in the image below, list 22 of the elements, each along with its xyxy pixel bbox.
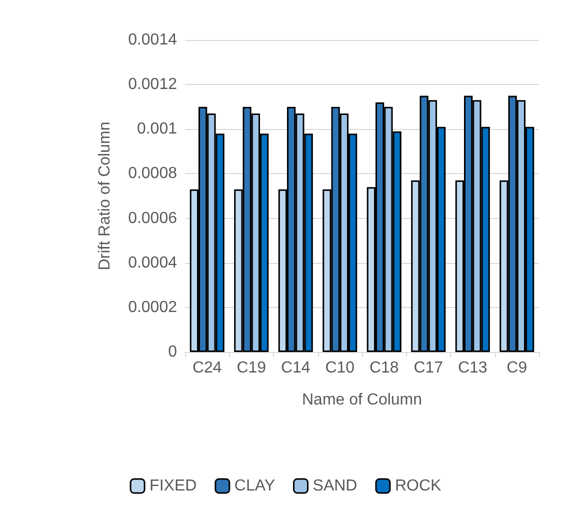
legend-label: SAND xyxy=(312,478,358,494)
y-tick-label: 0 xyxy=(168,344,178,360)
y-axis-title: Drift Ratio of Column xyxy=(96,122,114,270)
x-tick-label: C10 xyxy=(325,360,355,376)
legend-label: ROCK xyxy=(394,478,442,494)
x-tick-label: C9 xyxy=(506,360,528,376)
y-tick-label: 0.0002 xyxy=(128,298,178,316)
x-tick-label: C17 xyxy=(414,360,444,376)
x-tick-label: C19 xyxy=(236,360,266,376)
y-tick-label: 0.001 xyxy=(136,120,178,138)
legend-label: FIXED xyxy=(150,478,197,494)
x-tick-label: C24 xyxy=(192,360,222,376)
y-tick-label: 0.0006 xyxy=(128,210,178,227)
y-tick-label: 0.0012 xyxy=(128,76,178,94)
y-tick-label: 0.0004 xyxy=(128,254,178,272)
x-tick-label: C13 xyxy=(458,360,488,376)
x-tick-label: C18 xyxy=(369,360,399,376)
legend-label: CLAY xyxy=(234,478,276,494)
y-tick-label: 0.0008 xyxy=(128,165,178,182)
x-tick-label: C14 xyxy=(280,360,310,376)
y-tick-label: 0.0014 xyxy=(128,32,178,48)
x-axis-title: Name of Column xyxy=(302,392,422,408)
